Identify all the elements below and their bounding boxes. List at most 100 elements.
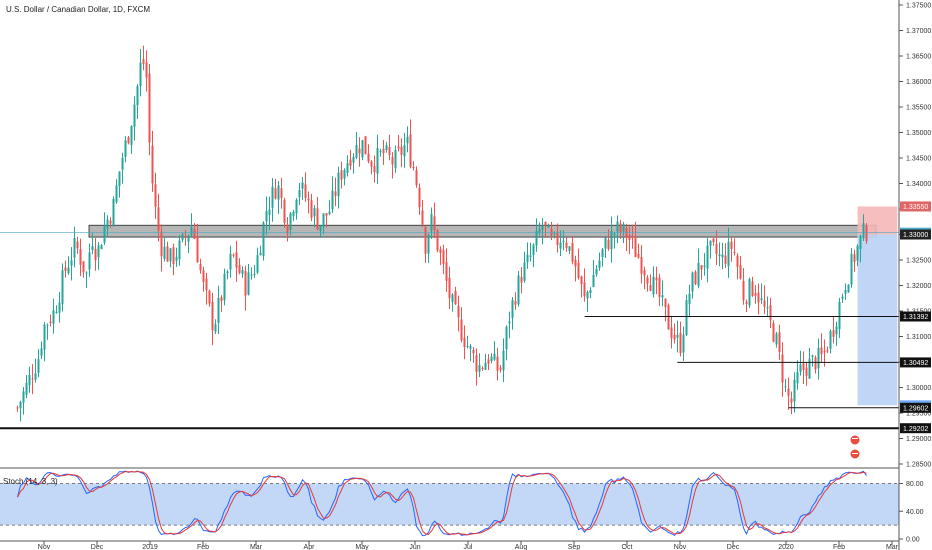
candle-body xyxy=(556,231,559,246)
candle-body xyxy=(727,241,730,267)
candle-body xyxy=(16,407,19,409)
candle-body xyxy=(415,170,418,186)
y-tick-label: 1.36500 xyxy=(906,54,931,61)
candle-body xyxy=(256,255,259,273)
candle-body xyxy=(466,346,469,348)
candle-body xyxy=(703,265,706,268)
candle-body xyxy=(478,364,481,372)
candle-body xyxy=(133,104,136,127)
candle-body xyxy=(511,299,514,319)
price-label-text: 1.29602 xyxy=(903,405,928,412)
candle-body xyxy=(628,235,631,240)
candle-body xyxy=(70,260,73,266)
candle-body xyxy=(88,252,91,270)
y-tick-label: 1.32500 xyxy=(906,258,931,265)
candle-body xyxy=(655,277,658,281)
candle-body xyxy=(43,324,46,350)
candle-body xyxy=(787,388,790,396)
candle-body xyxy=(592,274,595,288)
candle-body xyxy=(76,241,79,249)
candle-body xyxy=(490,356,493,361)
candle-body xyxy=(169,248,172,262)
candle-body xyxy=(586,291,589,299)
candle-body xyxy=(853,254,856,262)
y-tick-label: 1.34500 xyxy=(906,156,931,163)
candle-body xyxy=(514,301,517,305)
candle-body xyxy=(643,270,646,276)
candle-body xyxy=(184,236,187,238)
candle-body xyxy=(583,282,586,297)
chart-title: U.S. Dollar / Canadian Dollar, 1D, FXCM xyxy=(6,5,150,14)
candle-body xyxy=(316,208,319,230)
candle-body xyxy=(508,321,511,324)
candle-body xyxy=(121,157,124,170)
candle-body xyxy=(781,354,784,383)
candle-body xyxy=(196,236,199,263)
price-label-text: 1.33550 xyxy=(903,204,928,211)
candle-body xyxy=(649,285,652,291)
candle-body xyxy=(421,210,424,225)
candle-body xyxy=(208,290,211,304)
x-tick-label: May xyxy=(355,544,369,550)
candles-layer xyxy=(16,45,868,422)
candle-body xyxy=(403,145,406,157)
candle-body xyxy=(325,213,328,216)
candle-body xyxy=(238,264,241,274)
candle-body xyxy=(499,367,502,370)
candle-body xyxy=(544,221,547,226)
candle-body xyxy=(319,225,322,232)
candle-body xyxy=(145,62,148,78)
candle-body xyxy=(406,136,409,144)
price-label-tag xyxy=(900,402,931,413)
candle-body xyxy=(676,334,679,338)
candle-body xyxy=(25,382,28,395)
price-label-tag xyxy=(900,311,931,322)
candle-body xyxy=(631,236,634,238)
candle-body xyxy=(835,326,838,335)
x-tick-label: Feb xyxy=(833,544,845,550)
x-tick-label: Nov xyxy=(674,544,687,550)
candle-body xyxy=(142,59,145,64)
candle-body xyxy=(178,240,181,260)
candle-body xyxy=(844,289,847,294)
candle-body xyxy=(604,237,607,249)
candle-body xyxy=(130,125,133,145)
candle-body xyxy=(595,268,598,275)
candle-body xyxy=(430,213,433,232)
candle-body xyxy=(448,277,451,299)
candle-body xyxy=(187,235,190,242)
candle-body xyxy=(694,271,697,284)
candle-body xyxy=(199,263,202,271)
stoch-tick-label: 0.00 xyxy=(906,537,920,544)
stoch-tick-label: 80.00 xyxy=(906,481,924,488)
x-tick-label: Mar xyxy=(250,544,263,550)
candle-body xyxy=(112,198,115,227)
candle-body xyxy=(865,225,868,242)
candle-body xyxy=(151,145,154,184)
candle-body xyxy=(280,188,283,198)
candle-body xyxy=(670,327,673,338)
candle-body xyxy=(166,246,169,262)
candle-body xyxy=(67,267,70,273)
candle-body xyxy=(616,221,619,232)
x-tick-label: Nov xyxy=(38,544,51,550)
candle-body xyxy=(193,229,196,239)
candle-body xyxy=(472,349,475,354)
candle-body xyxy=(433,216,436,231)
x-tick-label: Mar xyxy=(886,544,899,550)
candle-body xyxy=(61,270,64,304)
price-label-tag xyxy=(900,229,931,240)
candle-body xyxy=(559,242,562,249)
candle-body xyxy=(379,150,382,152)
candle-body xyxy=(493,353,496,360)
candle-body xyxy=(127,137,130,144)
candle-body xyxy=(163,246,166,259)
candle-body xyxy=(55,312,58,314)
y-tick-label: 1.28500 xyxy=(906,462,931,469)
candle-body xyxy=(160,231,163,257)
candle-body xyxy=(745,301,748,304)
candle-body xyxy=(358,148,361,154)
candle-body xyxy=(313,208,316,217)
candle-body xyxy=(622,224,625,232)
